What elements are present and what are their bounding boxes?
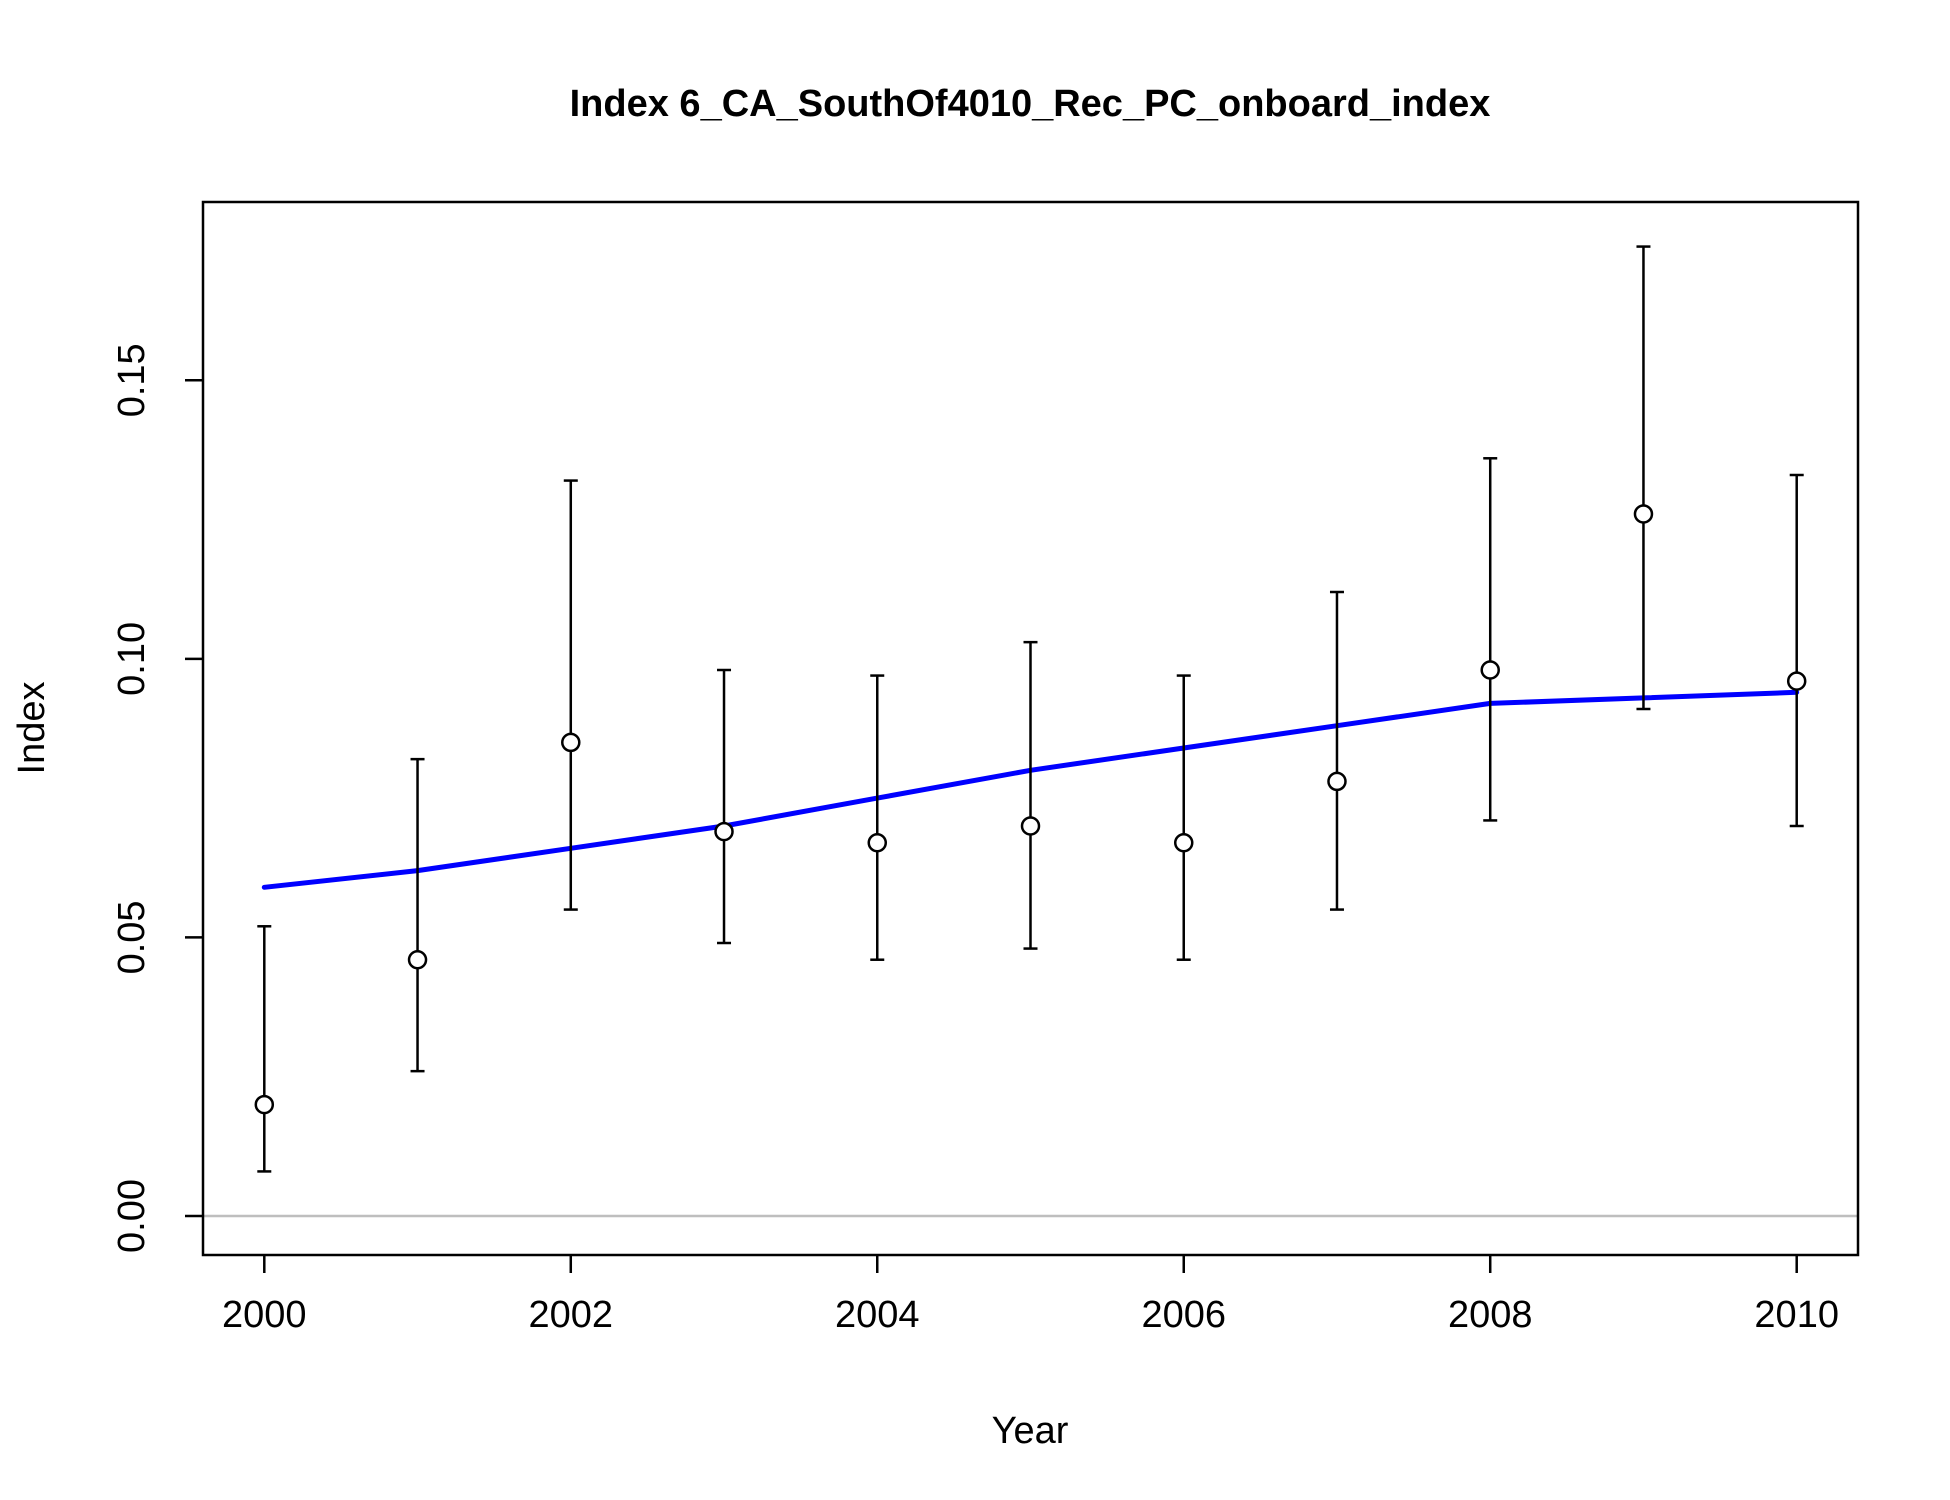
observed-index-point [254, 1094, 275, 1115]
observed-index-point [1173, 832, 1194, 853]
observed-index-point [1786, 671, 1807, 691]
plot-area: 2000 2002 2004 2006 2008 2010 0.00 0.05 0.10 0.15 [111, 200, 1860, 1336]
observed-index-point [407, 949, 428, 970]
observed-index-point [561, 732, 581, 753]
y-tick-label: 0.00 [111, 1179, 153, 1253]
observed-index-point [714, 821, 734, 842]
x-tick-label: 2008 [1448, 1294, 1533, 1336]
observed-index-point [867, 832, 888, 853]
observed-index-point [1327, 771, 1347, 792]
x-tick-label: 2004 [835, 1294, 920, 1336]
chart-title: Index 6_CA_SouthOf4010_Rec_PC_onboard_in… [570, 83, 1491, 125]
x-tick-label: 2000 [222, 1294, 307, 1336]
y-tick-label: 0.15 [111, 343, 153, 417]
plot-frame [201, 200, 1860, 1257]
x-axis-title: Year [992, 1410, 1069, 1452]
observed-index-point [1020, 816, 1041, 836]
observed-index-point [1633, 504, 1654, 524]
observed-index-point [1480, 660, 1500, 680]
y-tick-label: 0.10 [111, 622, 153, 696]
y-axis-title: Index [11, 682, 53, 775]
y-tick-label: 0.05 [111, 900, 153, 974]
x-tick-label: 2002 [529, 1294, 614, 1336]
x-tick-label: 2010 [1754, 1294, 1839, 1336]
x-tick-label: 2006 [1141, 1294, 1226, 1336]
